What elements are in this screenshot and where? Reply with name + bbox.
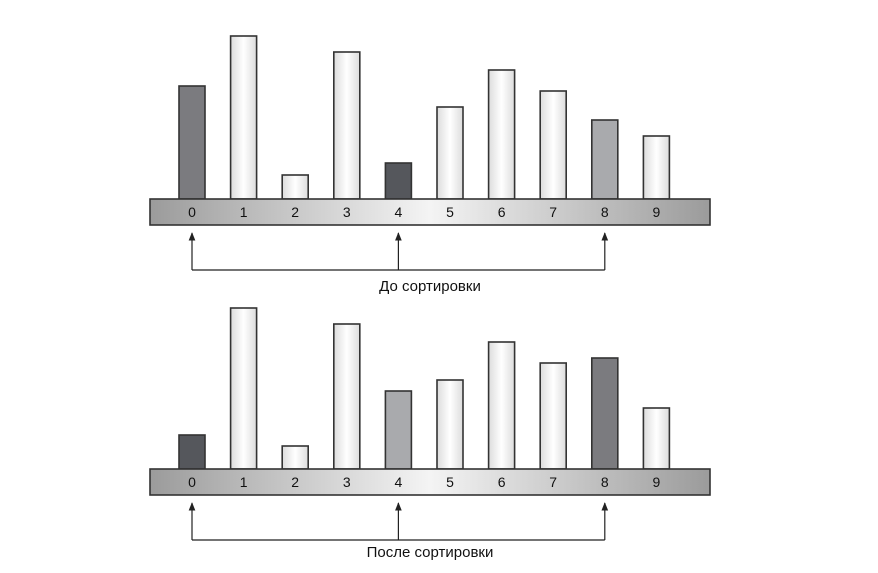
index-label-0: 0: [188, 474, 196, 490]
array-bar-9: [642, 135, 671, 200]
array-bar-3: [332, 51, 361, 200]
index-label-7: 7: [549, 474, 557, 490]
array-bar-7: [539, 90, 568, 200]
index-label-5: 5: [446, 474, 454, 490]
index-label-6: 6: [498, 474, 506, 490]
index-label-8: 8: [601, 474, 609, 490]
index-strip: [149, 198, 711, 226]
array-bar-5: [436, 379, 464, 470]
index-label-4: 4: [395, 474, 403, 490]
array-diagram-after: 0 1 2 3 4 5 6 7 8 9: [149, 307, 711, 541]
index-label-1: 1: [240, 204, 248, 220]
array-diagram-before: 0 1 2 3 4 5 6 7 8 9: [149, 35, 711, 271]
array-bar-6: [487, 69, 516, 200]
array-bar-1: [229, 35, 258, 200]
index-label-6: 6: [498, 204, 506, 220]
index-label-7: 7: [549, 204, 557, 220]
index-label-0: 0: [188, 204, 196, 220]
array-bar-3: [332, 323, 361, 470]
array-bar-0: [178, 85, 206, 200]
index-label-2: 2: [291, 204, 299, 220]
index-strip: [149, 468, 711, 496]
index-label-2: 2: [291, 474, 299, 490]
index-label-1: 1: [240, 474, 248, 490]
array-bar-1: [229, 307, 258, 470]
array-bar-5: [436, 106, 464, 200]
index-label-5: 5: [446, 204, 454, 220]
array-bar-7: [539, 362, 568, 470]
array-bar-4: [384, 162, 413, 200]
array-bar-2: [281, 445, 310, 470]
array-bar-8: [590, 357, 619, 470]
array-bar-8: [590, 119, 619, 200]
index-label-3: 3: [343, 474, 351, 490]
index-label-9: 9: [653, 204, 661, 220]
array-bar-9: [642, 407, 671, 470]
array-bar-4: [384, 390, 413, 470]
array-bar-0: [178, 434, 206, 470]
caption-before-sorting: До сортировки: [379, 278, 481, 295]
index-label-9: 9: [653, 474, 661, 490]
index-label-3: 3: [343, 204, 351, 220]
index-label-4: 4: [395, 204, 403, 220]
index-label-8: 8: [601, 204, 609, 220]
array-bar-2: [281, 174, 310, 200]
caption-after-sorting: После сортировки: [366, 544, 494, 561]
array-bar-6: [487, 341, 516, 470]
